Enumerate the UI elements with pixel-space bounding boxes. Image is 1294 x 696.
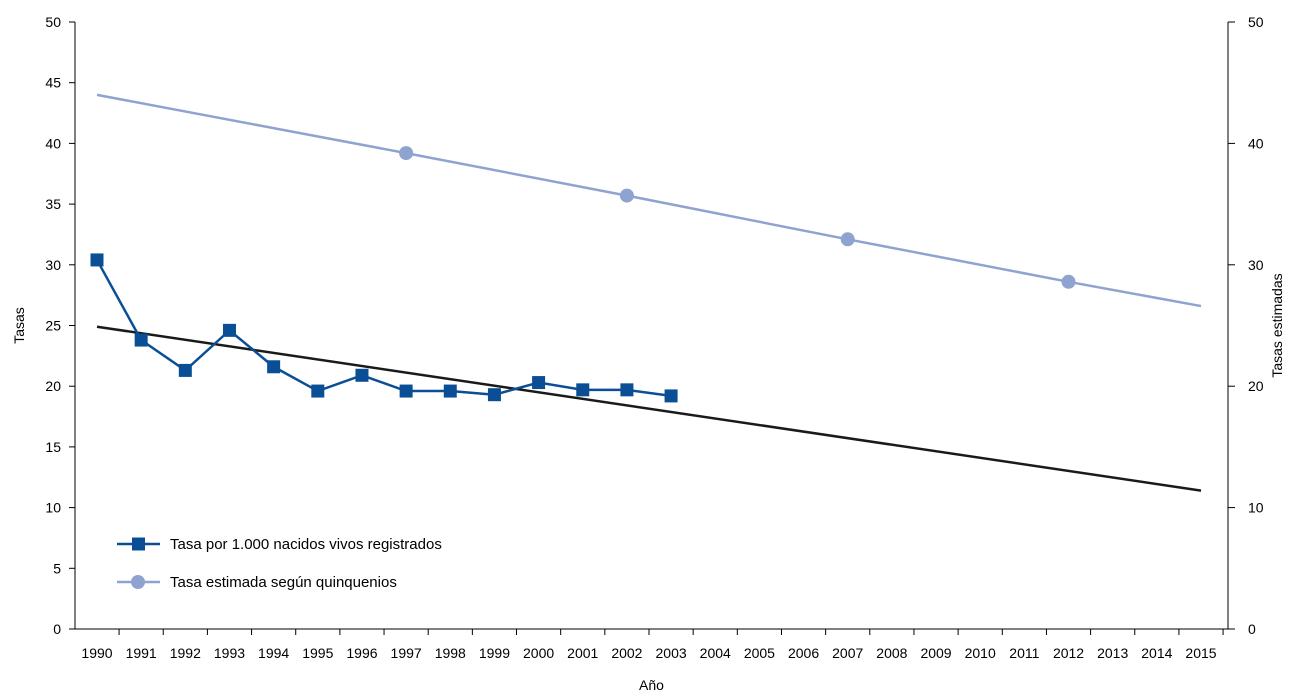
y-tick-label: 30 — [45, 257, 61, 273]
x-tick-label: 1998 — [435, 645, 466, 661]
y-tick-label: 25 — [45, 318, 61, 334]
data-point-estimated — [1061, 274, 1076, 289]
x-tick-label: 1992 — [170, 645, 201, 661]
data-point-registered — [267, 360, 281, 374]
data-point-registered — [487, 388, 501, 402]
y-tick-label: 10 — [45, 500, 61, 516]
y-tick-label: 50 — [45, 14, 61, 30]
data-point-registered — [222, 323, 236, 337]
legend-marker-estimated — [131, 575, 145, 589]
data-point-registered — [532, 376, 546, 390]
x-tick-label: 2007 — [832, 645, 863, 661]
x-tick-label: 1991 — [126, 645, 157, 661]
x-tick-label: 2015 — [1185, 645, 1216, 661]
x-tick-label: 1996 — [346, 645, 377, 661]
x-tick-label: 2013 — [1097, 645, 1128, 661]
y2-axis-title: Tasas estimadas — [1269, 273, 1285, 377]
axes-group: 0 5 10 15 20 25 30 35 40 45 50 0 10 20 30 40 50 1990 1991 1… — [45, 14, 1263, 661]
x-tick-label: 2001 — [567, 645, 598, 661]
data-point-registered — [311, 384, 325, 398]
data-point-estimated — [840, 232, 855, 247]
data-point-registered — [443, 384, 457, 398]
x-tick-label: 2011 — [1009, 645, 1039, 661]
data-point-registered — [620, 383, 634, 397]
x-tick-label: 1993 — [214, 645, 245, 661]
x-tick-label: 2006 — [788, 645, 819, 661]
y-tick-label: 40 — [45, 135, 61, 151]
x-tick-label: 2008 — [876, 645, 907, 661]
data-point-estimated — [399, 146, 414, 161]
y-tick-label: 45 — [45, 75, 61, 91]
y2-tick-label: 40 — [1248, 135, 1264, 151]
y2-tick-label: 50 — [1248, 14, 1264, 30]
x-tick-label: 2012 — [1053, 645, 1084, 661]
legend-label-estimated: Tasa estimada según quinquenios — [170, 574, 397, 591]
data-point-registered — [134, 333, 148, 347]
series-line-estimated — [96, 93, 1202, 308]
y-tick-label: 0 — [53, 621, 61, 637]
y-tick-label: 15 — [45, 439, 61, 455]
x-tick-label: 2014 — [1141, 645, 1172, 661]
legend-label-registered: Tasa por 1.000 nacidos vivos registrados — [170, 536, 442, 553]
y2-tick-label: 10 — [1248, 500, 1264, 516]
x-axis-title: Año — [639, 677, 664, 693]
series-group — [90, 93, 1202, 492]
x-tick-label: 2005 — [744, 645, 775, 661]
y-tick-label: 5 — [53, 560, 61, 576]
y-tick-label: 20 — [45, 378, 61, 394]
x-tick-label: 2010 — [965, 645, 996, 661]
x-tick-label: 1997 — [391, 645, 422, 661]
series-line-registered — [95, 259, 672, 398]
x-tick-label: 2009 — [920, 645, 951, 661]
series-line-trend — [96, 325, 1202, 492]
data-point-registered — [664, 389, 678, 403]
data-point-registered — [355, 368, 369, 382]
x-tick-label: 1999 — [479, 645, 510, 661]
y-axis-title: Tasas — [11, 307, 27, 344]
y2-tick-label: 0 — [1248, 621, 1256, 637]
data-point-registered — [576, 383, 590, 397]
x-tick-label: 1990 — [81, 645, 112, 661]
data-point-registered — [399, 384, 413, 398]
x-tick-label: 2004 — [700, 645, 731, 661]
x-tick-label: 2000 — [523, 645, 554, 661]
y2-tick-label: 30 — [1248, 257, 1264, 273]
x-tick-label: 1994 — [258, 645, 289, 661]
legend: Tasa por 1.000 nacidos vivos registrados… — [117, 536, 442, 591]
data-point-estimated — [619, 188, 634, 203]
x-tick-label: 2002 — [611, 645, 642, 661]
y2-tick-label: 20 — [1248, 378, 1264, 394]
legend-marker-registered — [132, 537, 145, 551]
y-tick-label: 35 — [45, 196, 61, 212]
data-point-registered — [90, 253, 104, 267]
x-tick-label: 2003 — [656, 645, 687, 661]
data-point-registered — [178, 363, 192, 377]
x-tick-label: 1995 — [302, 645, 333, 661]
